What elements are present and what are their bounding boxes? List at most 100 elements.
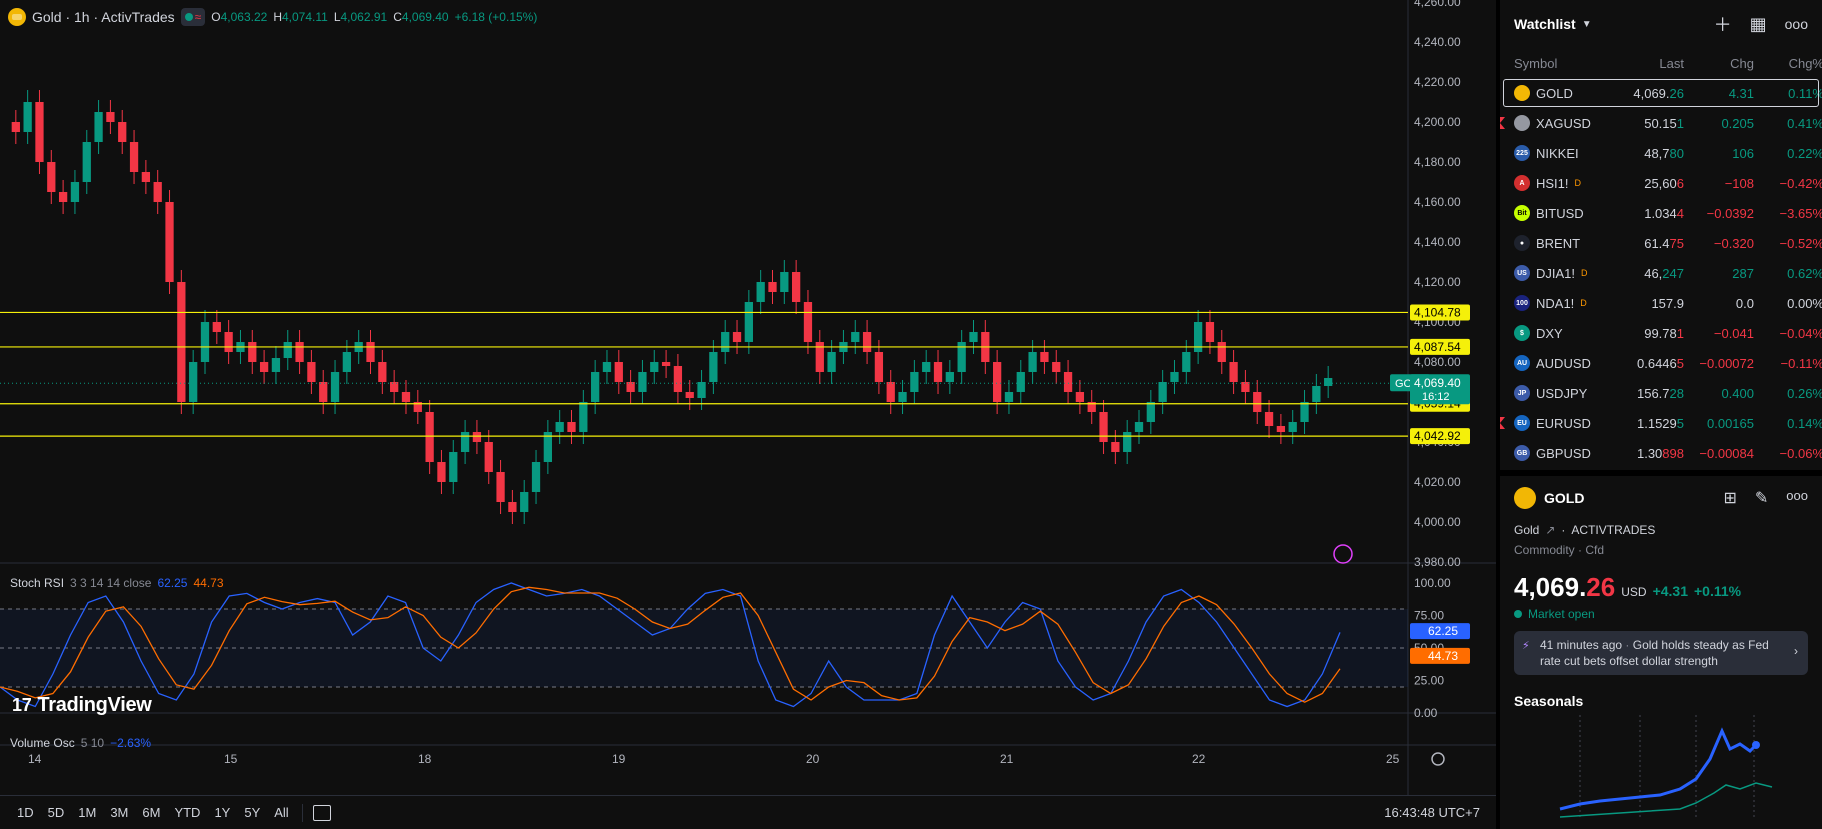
candle-body <box>141 172 151 182</box>
last-price-tail: 6 <box>1676 175 1684 191</box>
column-chg[interactable]: Chg <box>1730 55 1754 71</box>
chevron-down-icon[interactable]: ▼ <box>1581 18 1592 30</box>
chart-clock[interactable]: 16:43:48 UTC+7 <box>1384 805 1480 820</box>
candle-body <box>1288 422 1297 432</box>
layout-grid-icon[interactable]: ⊞ <box>1723 490 1737 507</box>
candle-body <box>390 382 399 392</box>
watchlist-row-dxy[interactable]: $ DXY 99.781 −0.041 −0.04% <box>1500 318 1822 348</box>
calendar-goto-icon[interactable] <box>312 804 331 821</box>
time-axis-label: 18 <box>418 752 432 766</box>
range-ytd-button[interactable]: YTD <box>174 805 201 820</box>
symbol-logo-icon <box>1514 115 1530 131</box>
watchlist-row-audusd[interactable]: AU AUDUSD 0.64465 −0.00072 −0.11% <box>1500 348 1822 378</box>
watchlist-row-gold[interactable]: GOLD 4,069.26 4.31 0.11% <box>1502 78 1822 108</box>
stoch-rsi-params: 3 3 14 14 close <box>70 576 152 590</box>
candle-body <box>1146 402 1155 422</box>
sidebar-divider[interactable] <box>1500 470 1822 476</box>
market-status-indicator[interactable]: ≈ <box>180 8 206 26</box>
settings-gear-icon <box>1431 752 1445 766</box>
advanced-view-icon[interactable]: ▦ <box>1749 13 1767 34</box>
watchlist-row-bitusd[interactable]: Bit BITUSD 1.0344 −0.0392 −3.65% <box>1500 198 1822 228</box>
candle-body <box>1087 402 1096 412</box>
last-price-main: 25,60 <box>1644 175 1677 191</box>
range-1m-button[interactable]: 1M <box>78 805 97 820</box>
watchlist-row-brent[interactable]: ● BRENT 61.475 −0.320 −0.52% <box>1500 228 1822 258</box>
current-price-label: 4,069.40 <box>1414 376 1461 390</box>
news-time: 41 minutes ago <box>1540 638 1623 652</box>
watchlist-row-gbpusd[interactable]: GB GBPUSD 1.30898 −0.00084 −0.06% <box>1500 438 1822 468</box>
last-price-tail: 5 <box>1676 415 1684 431</box>
symbol-logo-icon: AU <box>1514 355 1530 371</box>
watchlist-row-nikkei[interactable]: 225 NIKKEI 48,780 106 0.22% <box>1500 138 1822 168</box>
watchlist-last: 46,247 <box>1614 266 1684 281</box>
range-1d-button[interactable]: 1D <box>17 805 34 820</box>
watchlist-chg-pct: −0.42% <box>1779 175 1822 191</box>
flag-marker-icon[interactable] <box>1500 117 1505 129</box>
watchlist-row-eurusd[interactable]: EU EURUSD 1.15295 0.00165 0.14% <box>1500 408 1822 438</box>
news-headline[interactable]: ⚡ 41 minutes ago · Gold holds steady as … <box>1514 631 1808 675</box>
ohlc-open-value: 4,063.22 <box>220 10 268 24</box>
candle-body <box>626 382 635 392</box>
range-3m-button[interactable]: 3M <box>110 805 129 820</box>
candle-body <box>165 202 174 282</box>
range-5y-button[interactable]: 5Y <box>244 805 261 820</box>
external-link-icon[interactable]: ↗ <box>1545 523 1556 537</box>
range-5d-button[interactable]: 5D <box>47 805 65 820</box>
seasonals-chart[interactable] <box>1500 709 1822 819</box>
seasonals-prior-line <box>1559 782 1773 818</box>
details-name[interactable]: Gold <box>1514 523 1540 537</box>
column-symbol[interactable]: Symbol <box>1514 55 1558 71</box>
last-price-tail: 26 <box>1669 85 1684 101</box>
watchlist-chg: −108 <box>1724 175 1754 191</box>
flag-marker-icon[interactable] <box>1500 417 1505 429</box>
details-symbol[interactable]: GOLD <box>1544 490 1585 506</box>
stoch-rsi-legend[interactable]: Stoch RSI 3 3 14 14 close 62.25 44.73 <box>10 576 224 590</box>
chart-symbol-title[interactable]: Gold · 1h · ActivTrades <box>32 9 175 25</box>
price-tick-label: 4,080.00 <box>1414 355 1461 369</box>
candle-body <box>1205 322 1215 342</box>
chart-area[interactable]: 4,260.00 4,240.00 4,220.00 4,200.00 4,180.00… <box>0 0 1496 829</box>
more-options-icon[interactable]: ooo <box>1784 16 1808 32</box>
watchlist-row-djia1[interactable]: US DJIA1! D 46,247 287 0.62% <box>1500 258 1822 288</box>
watchlist-header: Watchlist ▼ ＋ ▦ ooo <box>1500 0 1822 48</box>
candle-body <box>721 332 730 352</box>
watchlist-row-usdjpy[interactable]: JP USDJPY 156.728 0.400 0.26% <box>1500 378 1822 408</box>
watchlist-row-xagusd[interactable]: XAGUSD 50.151 0.205 0.41% <box>1500 108 1822 138</box>
details-category: Commodity · Cfd <box>1514 543 1605 557</box>
price-tick-label: 4,220.00 <box>1414 75 1461 89</box>
volume-osc-legend[interactable]: Volume Osc 5 10 −2.63% <box>10 736 151 750</box>
watchlist-title[interactable]: Watchlist <box>1514 16 1576 32</box>
add-symbol-icon[interactable]: ＋ <box>1713 15 1732 35</box>
candle-body <box>366 342 375 362</box>
watchlist-row-hsi1[interactable]: A HSI1! D 25,606 −108 −0.42% <box>1500 168 1822 198</box>
range-6m-button[interactable]: 6M <box>142 805 161 820</box>
chevron-right-icon: › <box>1794 644 1798 658</box>
column-chg-pct[interactable]: Chg% <box>1788 55 1822 71</box>
candle-body <box>295 342 304 362</box>
tradingview-logo[interactable]: 17 TradingView <box>12 694 152 717</box>
edit-note-icon[interactable]: ✎ <box>1754 490 1769 507</box>
more-options-icon[interactable]: ooo <box>1786 488 1808 503</box>
details-exchange[interactable]: ACTIVTRADES <box>1571 523 1656 537</box>
watchlist-row-nda1[interactable]: 100 NDA1! D 157.9 0.0 0.00% <box>1500 288 1822 318</box>
candle-body <box>1016 372 1025 392</box>
panel-divider[interactable] <box>1496 0 1500 829</box>
candle-body <box>1123 432 1132 452</box>
range-1y-button[interactable]: 1Y <box>214 805 231 820</box>
last-price-main: 1.1529 <box>1637 415 1677 431</box>
seasonals-title[interactable]: Seasonals <box>1514 693 1584 709</box>
last-price-main: 48,7 <box>1644 145 1670 161</box>
symbol-logo-icon: $ <box>1514 325 1530 341</box>
last-price-main: 61.4 <box>1644 235 1670 251</box>
column-last[interactable]: Last <box>1659 55 1684 71</box>
tradingview-mark-icon: 17 <box>12 695 32 715</box>
watchlist-chg-pct: −0.11% <box>1780 355 1822 371</box>
symbol-logo-icon: EU <box>1514 415 1530 431</box>
watchlist-chg-pct: 0.41% <box>1787 115 1822 131</box>
range-all-button[interactable]: All <box>274 805 289 820</box>
ohlc-values: O4,063.22 H4,074.11 L4,062.91 C4,069.40 … <box>211 10 537 24</box>
ohlc-close-key: C <box>393 10 402 24</box>
price-chart[interactable]: 4,260.00 4,240.00 4,220.00 4,200.00 4,180.00… <box>0 0 1496 795</box>
last-price-main: 1.30 <box>1636 445 1663 461</box>
watchlist-last: 0.64465 <box>1614 356 1684 371</box>
